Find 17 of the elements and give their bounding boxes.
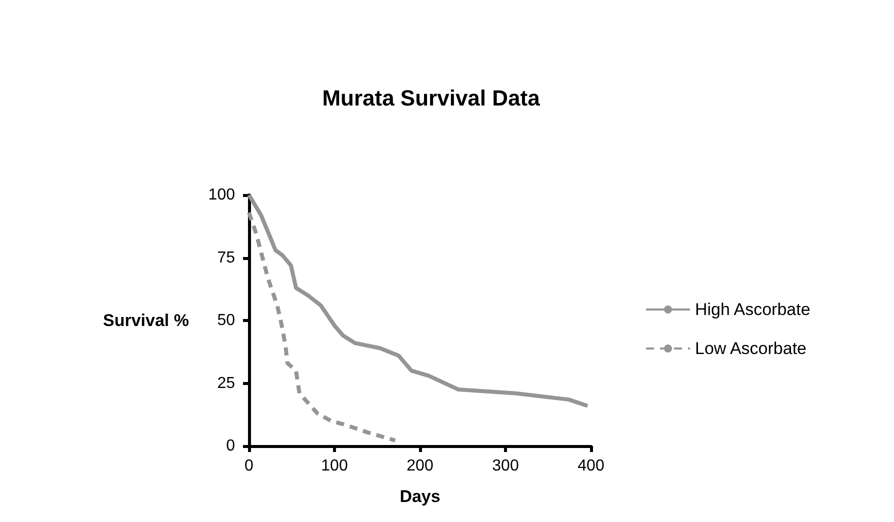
line-series (247, 210, 398, 442)
y-tick-label: 100 (208, 186, 236, 204)
y-tick-label: 0 (226, 438, 236, 454)
line-series (247, 193, 590, 408)
legend-label: High Ascorbate (695, 300, 810, 319)
y-tick-label: 50 (217, 312, 236, 329)
y-tick-label: 75 (217, 249, 236, 266)
legend-label: Low Ascorbate (695, 339, 807, 358)
y-tick-label: 25 (217, 374, 236, 392)
x-tick-label: 200 (406, 458, 434, 474)
x-tick-label: 0 (244, 458, 254, 474)
y-axis-title: Survival % (103, 311, 189, 330)
chart-title: Murata Survival Data (322, 86, 541, 110)
x-tick-label: 100 (321, 458, 348, 474)
x-axis-title: Days (400, 487, 440, 506)
x-tick-label: 400 (578, 458, 604, 474)
x-tick-label: 300 (492, 458, 519, 474)
